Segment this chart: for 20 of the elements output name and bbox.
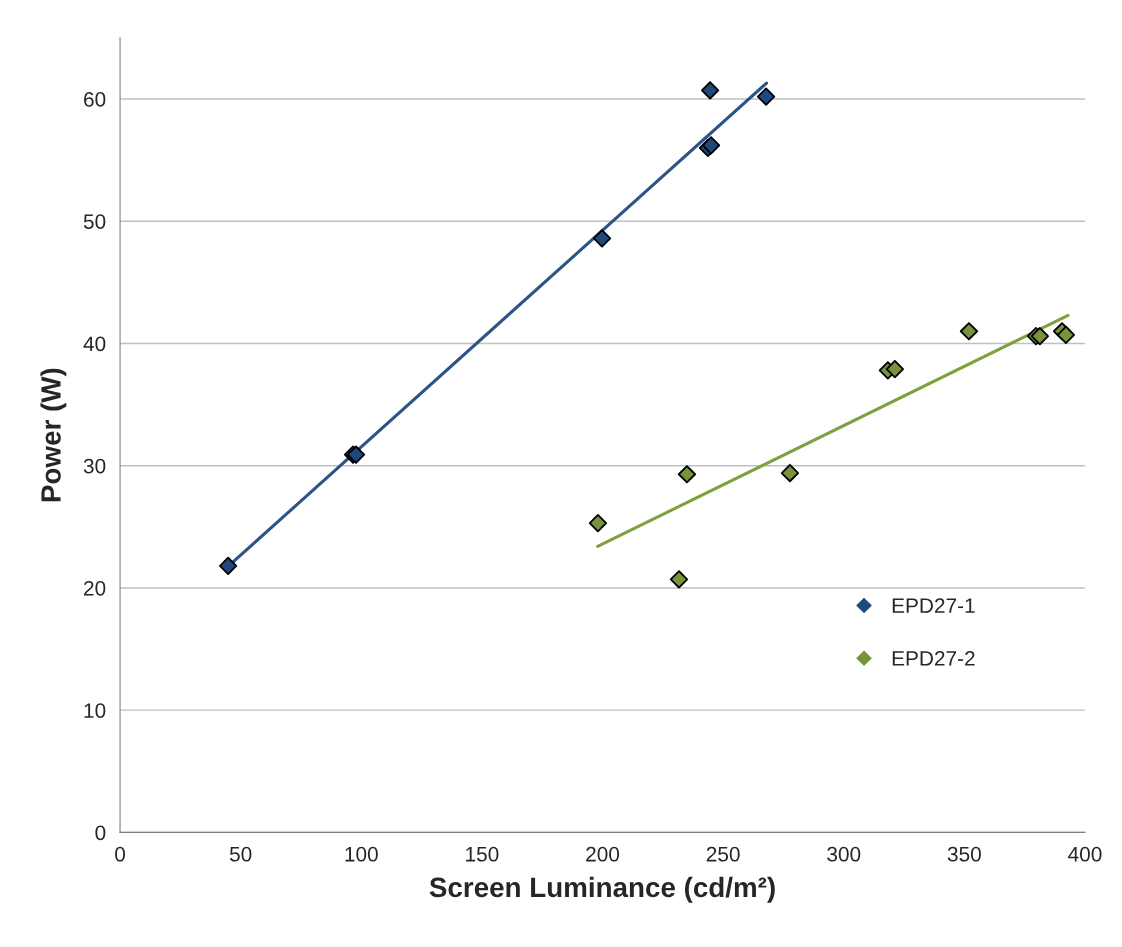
x-tick-label: 400	[1068, 846, 1102, 862]
y-tick-label: 50	[83, 214, 106, 229]
x-tick-label: 0	[115, 846, 126, 862]
x-tick-label: 250	[706, 846, 740, 862]
x-tick-label: 150	[466, 846, 499, 862]
x-tick-label: 100	[345, 846, 378, 862]
y-tick-label: 10	[84, 703, 106, 718]
y-tick-label: 40	[83, 336, 106, 352]
y-tick-label: 60	[84, 92, 106, 107]
x-tick-label: 200	[586, 846, 620, 862]
y-tick-label: 0	[95, 825, 106, 841]
y-tick-label: 30	[83, 458, 106, 474]
x-tick-label: 300	[827, 846, 861, 862]
legend-label: EPD27-1	[892, 598, 975, 613]
x-tick-label: 350	[947, 846, 981, 862]
legend-label: EPD27-2	[892, 651, 975, 666]
y-tick-label: 20	[84, 580, 106, 596]
y-axis-title: Power (W)	[40, 368, 67, 502]
x-axis-title: Screen Luminance (cd/m²)	[429, 876, 775, 903]
x-tick-label: 50	[229, 846, 252, 862]
